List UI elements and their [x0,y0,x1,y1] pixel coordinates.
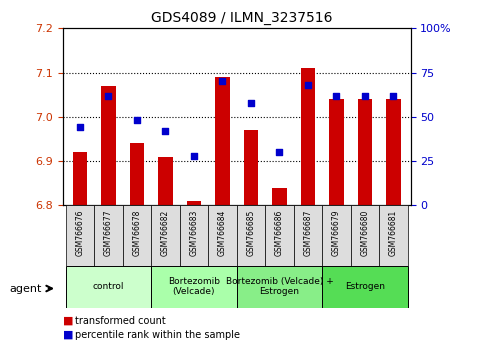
Point [304,82,312,88]
Text: GSM766681: GSM766681 [389,210,398,256]
Point [190,153,198,159]
Text: ■: ■ [63,330,73,339]
Point [333,93,341,98]
Point [76,125,84,130]
Bar [73,152,87,205]
Text: GSM766679: GSM766679 [332,210,341,256]
Text: GSM766684: GSM766684 [218,210,227,256]
Point [133,118,141,123]
Text: transformed count: transformed count [75,316,166,326]
Text: GSM766686: GSM766686 [275,210,284,256]
Point [218,79,226,84]
Text: GSM766680: GSM766680 [360,210,369,256]
Text: GSM766687: GSM766687 [303,210,313,256]
Bar [272,188,286,205]
Text: control: control [93,282,124,291]
Text: GSM766682: GSM766682 [161,210,170,256]
Text: Bortezomib
(Velcade): Bortezomib (Velcade) [168,277,220,296]
FancyBboxPatch shape [123,205,151,266]
FancyBboxPatch shape [94,205,123,266]
FancyBboxPatch shape [151,205,180,266]
FancyBboxPatch shape [379,205,408,266]
Text: GSM766683: GSM766683 [189,210,199,256]
Point [390,93,398,98]
Text: Bortezomib (Velcade) +
Estrogen: Bortezomib (Velcade) + Estrogen [226,277,333,296]
Bar [101,86,115,205]
Bar [329,99,343,205]
Point [161,128,169,134]
Bar [187,201,201,205]
Point [104,93,112,98]
Text: GSM766676: GSM766676 [75,210,85,256]
Bar [130,143,144,205]
FancyBboxPatch shape [180,205,208,266]
Text: GDS4089 / ILMN_3237516: GDS4089 / ILMN_3237516 [151,11,332,25]
Point [361,93,369,98]
FancyBboxPatch shape [66,266,151,308]
Text: agent: agent [10,284,42,293]
Bar [158,157,172,205]
Text: Estrogen: Estrogen [345,282,385,291]
FancyBboxPatch shape [322,266,408,308]
Bar [215,77,229,205]
FancyBboxPatch shape [322,205,351,266]
Bar [244,130,258,205]
FancyBboxPatch shape [66,205,94,266]
Bar [386,99,400,205]
Bar [301,68,315,205]
FancyBboxPatch shape [265,205,294,266]
Point [276,149,284,155]
FancyBboxPatch shape [151,266,237,308]
FancyBboxPatch shape [351,205,379,266]
Text: GSM766677: GSM766677 [104,210,113,256]
Text: ■: ■ [63,316,73,326]
FancyBboxPatch shape [237,266,322,308]
Text: GSM766685: GSM766685 [246,210,256,256]
Bar [358,99,372,205]
Point [247,100,255,105]
Text: percentile rank within the sample: percentile rank within the sample [75,330,240,339]
Text: GSM766678: GSM766678 [132,210,142,256]
FancyBboxPatch shape [237,205,265,266]
FancyBboxPatch shape [294,205,322,266]
FancyBboxPatch shape [208,205,237,266]
